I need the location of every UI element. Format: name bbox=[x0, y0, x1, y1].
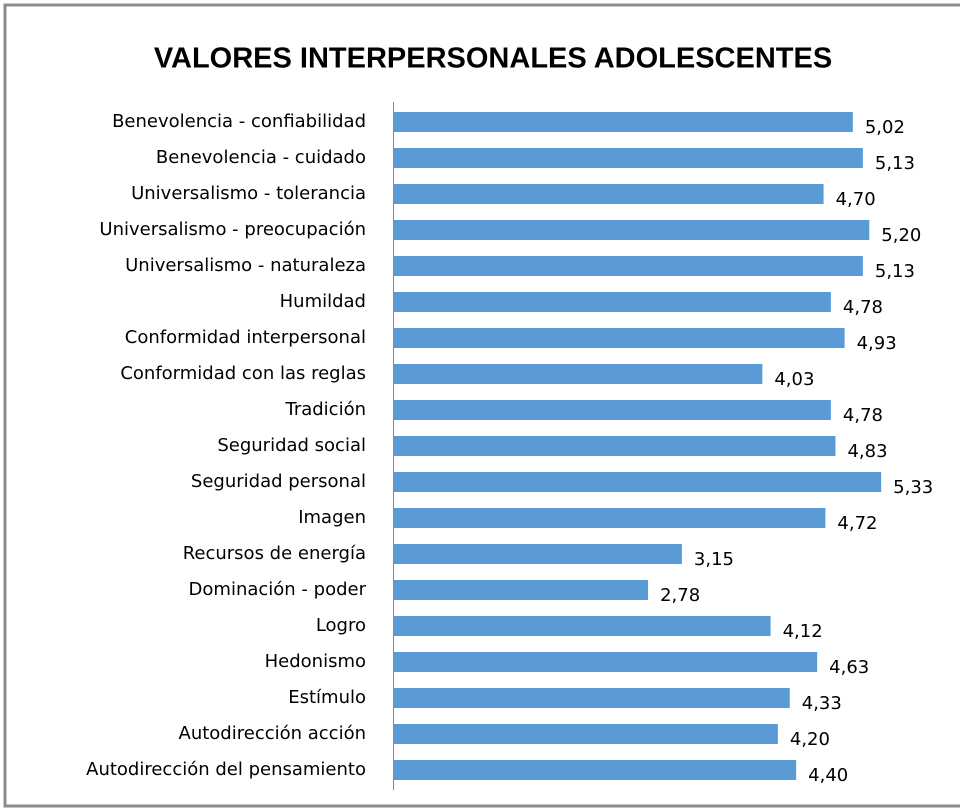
value-label: 5,13 bbox=[875, 153, 915, 174]
value-label: 4,63 bbox=[829, 657, 869, 678]
category-label: Autodirección acción bbox=[179, 723, 366, 744]
bar bbox=[394, 328, 845, 348]
category-label: Autodirección del pensamiento bbox=[86, 759, 366, 780]
category-label: Seguridad social bbox=[217, 435, 366, 456]
bar bbox=[394, 292, 831, 312]
category-label: Conformidad interpersonal bbox=[125, 327, 366, 348]
bar bbox=[394, 472, 882, 492]
value-label: 4,12 bbox=[783, 621, 823, 642]
value-label: 2,78 bbox=[660, 585, 700, 606]
bar bbox=[394, 148, 863, 168]
bar bbox=[394, 256, 863, 276]
category-label: Logro bbox=[316, 615, 366, 636]
category-label: Benevolencia - cuidado bbox=[156, 147, 366, 168]
bar bbox=[394, 184, 824, 204]
value-label: 4,83 bbox=[847, 441, 887, 462]
category-label: Dominación - poder bbox=[189, 579, 367, 600]
value-label: 4,40 bbox=[808, 765, 848, 786]
bar bbox=[394, 688, 790, 708]
category-label: Estímulo bbox=[288, 687, 366, 708]
bar bbox=[394, 364, 763, 384]
category-label: Hedonismo bbox=[265, 651, 366, 672]
value-label: 4,72 bbox=[837, 513, 877, 534]
category-label: Humildad bbox=[280, 291, 366, 312]
bar bbox=[394, 760, 797, 780]
bar bbox=[394, 724, 778, 744]
category-label: Seguridad personal bbox=[191, 471, 366, 492]
value-label: 5,33 bbox=[893, 477, 933, 498]
frame bbox=[3, 3, 960, 808]
value-label: 5,02 bbox=[865, 117, 905, 138]
category-label: Universalismo - tolerancia bbox=[131, 183, 366, 204]
value-label: 4,78 bbox=[843, 405, 883, 426]
value-label: 4,03 bbox=[774, 369, 814, 390]
chart-title: VALORES INTERPERSONALES ADOLESCENTES bbox=[154, 43, 832, 75]
category-label: Universalismo - naturaleza bbox=[125, 255, 366, 276]
value-label: 4,78 bbox=[843, 297, 883, 318]
value-label: 5,20 bbox=[881, 225, 921, 246]
category-label: Imagen bbox=[298, 507, 366, 528]
bar bbox=[394, 400, 831, 420]
category-label: Conformidad con las reglas bbox=[120, 363, 366, 384]
value-label: 3,15 bbox=[694, 549, 734, 570]
bar bbox=[394, 112, 853, 132]
bar bbox=[394, 652, 818, 672]
category-label: Universalismo - preocupación bbox=[99, 219, 366, 240]
bar bbox=[394, 436, 836, 456]
bar bbox=[394, 220, 870, 240]
value-label: 4,70 bbox=[836, 189, 876, 210]
category-label: Tradición bbox=[284, 399, 366, 420]
bar bbox=[394, 508, 826, 528]
value-label: 4,33 bbox=[802, 693, 842, 714]
bar bbox=[394, 580, 649, 600]
bar bbox=[394, 616, 771, 636]
value-label: 4,93 bbox=[857, 333, 897, 354]
bar bbox=[394, 544, 682, 564]
category-label: Benevolencia - confiabilidad bbox=[112, 111, 366, 132]
value-label: 4,20 bbox=[790, 729, 830, 750]
value-label: 5,13 bbox=[875, 261, 915, 282]
category-label: Recursos de energía bbox=[183, 543, 366, 564]
